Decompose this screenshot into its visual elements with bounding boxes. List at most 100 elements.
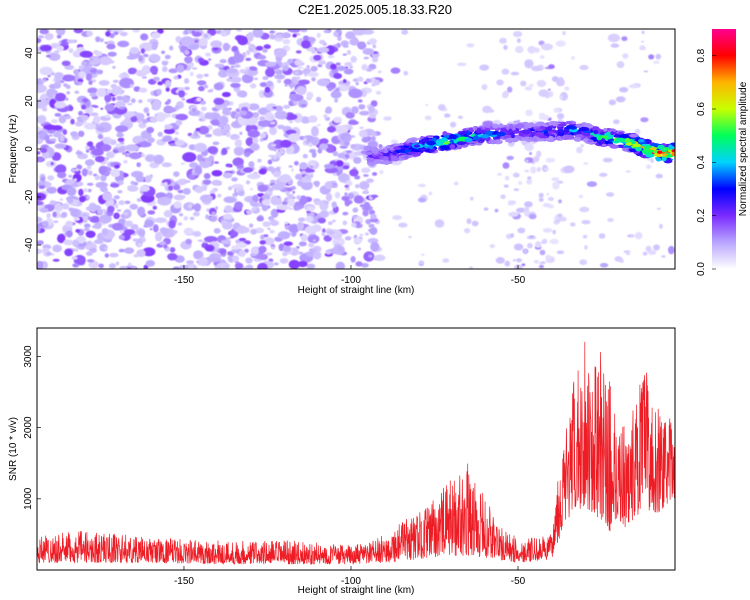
noise-blob xyxy=(169,247,176,253)
noise-blob xyxy=(282,39,291,45)
snr-y-label: SNR (10 * v/v) xyxy=(8,417,19,481)
noise-blob xyxy=(104,94,112,103)
noise-blob xyxy=(264,86,271,93)
noise-blob xyxy=(154,217,167,223)
noise-blob xyxy=(403,70,408,76)
noise-blob xyxy=(272,106,277,110)
noise-blob xyxy=(214,63,224,68)
noise-blob xyxy=(258,168,267,175)
noise-blob xyxy=(214,161,219,164)
noise-blob xyxy=(346,49,351,55)
noise-blob xyxy=(286,148,292,152)
noise-blob xyxy=(281,150,285,155)
noise-blob xyxy=(502,162,510,169)
snr-frame xyxy=(36,327,676,571)
noise-blob xyxy=(247,130,261,138)
noise-blob xyxy=(198,118,203,121)
noise-blob xyxy=(246,209,253,215)
noise-blob xyxy=(147,210,156,215)
noise-blob xyxy=(211,257,221,263)
noise-blob xyxy=(428,191,433,196)
noise-blob xyxy=(239,131,243,135)
noise-blob xyxy=(619,87,629,93)
noise-blob xyxy=(225,163,232,168)
noise-blob xyxy=(86,182,94,186)
noise-blob xyxy=(174,105,180,110)
noise-blob xyxy=(450,121,457,128)
noise-blob xyxy=(308,144,313,147)
noise-blob xyxy=(89,69,97,73)
noise-blob xyxy=(641,40,645,43)
noise-blob xyxy=(253,77,258,81)
noise-blob xyxy=(334,125,349,134)
noise-blob xyxy=(265,252,273,256)
noise-blob xyxy=(383,116,392,121)
noise-blob xyxy=(234,139,243,148)
noise-blob xyxy=(211,179,222,186)
noise-blob xyxy=(86,195,91,199)
noise-blob xyxy=(513,188,520,191)
noise-blob xyxy=(52,211,57,218)
noise-blob xyxy=(165,87,170,92)
noise-blob xyxy=(198,125,210,135)
noise-blob xyxy=(123,247,135,254)
noise-blob xyxy=(298,79,310,85)
y-tick-label: 3000 xyxy=(23,345,34,368)
noise-blob xyxy=(212,141,220,146)
snr-panel: -150 -100 -50 1000 2000 3000 Height of strai… xyxy=(8,327,676,596)
noise-blob xyxy=(109,252,119,258)
signal-blob xyxy=(497,124,506,128)
noise-blob xyxy=(64,248,73,257)
noise-blob xyxy=(65,84,71,90)
noise-blob xyxy=(202,241,207,244)
noise-blob xyxy=(199,100,207,105)
noise-blob xyxy=(337,29,342,35)
noise-blob xyxy=(352,215,357,219)
noise-blob xyxy=(648,54,655,60)
noise-blob xyxy=(301,40,311,49)
noise-blob xyxy=(198,256,208,267)
noise-blob xyxy=(613,119,620,125)
noise-blob xyxy=(163,107,177,113)
signal-blob xyxy=(645,151,653,156)
noise-blob xyxy=(481,84,488,91)
noise-blob xyxy=(342,45,349,48)
noise-blob xyxy=(192,231,202,237)
noise-blob xyxy=(325,193,333,202)
noise-blob xyxy=(305,216,312,223)
noise-blob xyxy=(263,237,275,246)
noise-blob xyxy=(266,205,271,209)
noise-blob xyxy=(528,83,534,88)
noise-blob xyxy=(219,59,227,64)
noise-blob xyxy=(174,131,179,135)
noise-blob xyxy=(138,122,147,129)
noise-blob xyxy=(212,47,219,51)
signal-blob xyxy=(407,151,417,154)
noise-blob xyxy=(265,67,275,78)
signal-blob xyxy=(424,149,431,152)
noise-blob xyxy=(350,55,358,63)
noise-blob xyxy=(144,175,152,183)
colorbar-label: Normalized spectral amplitude xyxy=(738,81,749,216)
noise-blob xyxy=(231,245,240,250)
noise-blob xyxy=(137,243,142,247)
noise-blob xyxy=(258,90,266,98)
noise-blob xyxy=(188,265,194,269)
noise-blob xyxy=(466,218,472,225)
noise-blob xyxy=(81,60,89,67)
signal-blob xyxy=(496,131,506,137)
noise-blob xyxy=(98,80,110,86)
noise-blob xyxy=(277,79,282,84)
noise-blob xyxy=(524,201,533,208)
noise-blob xyxy=(204,33,208,39)
x-tick-label: -100 xyxy=(341,275,361,286)
noise-blob xyxy=(56,34,62,39)
noise-blob xyxy=(294,161,299,166)
noise-blob xyxy=(221,91,231,98)
signal-blob xyxy=(379,149,385,153)
noise-blob xyxy=(306,263,316,269)
noise-blob xyxy=(155,112,166,122)
noise-blob xyxy=(226,29,232,32)
noise-blob xyxy=(311,151,317,158)
noise-blob xyxy=(61,211,68,218)
